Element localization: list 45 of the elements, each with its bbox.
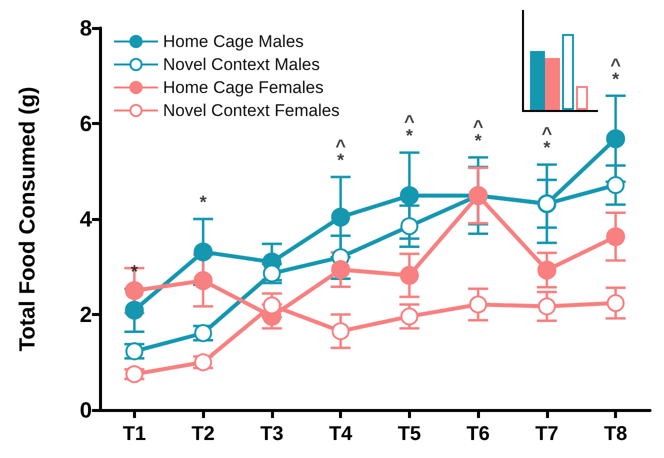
legend-label: Novel Context Females <box>163 101 340 120</box>
point <box>124 300 144 320</box>
y-axis-title: Total Food Consumed (g) <box>14 86 40 352</box>
data-label: ^ * <box>404 112 416 146</box>
data-label: * <box>130 262 138 282</box>
x-tick-label: T8 <box>604 423 628 445</box>
point <box>537 260 556 280</box>
point <box>469 295 488 314</box>
point <box>400 186 419 206</box>
y-tick-label: 2 <box>80 302 92 327</box>
point <box>606 294 625 312</box>
point <box>400 307 418 326</box>
legend-label: Novel Context Males <box>163 55 320 74</box>
data-label: ^ * <box>335 136 346 170</box>
point <box>194 271 213 290</box>
point <box>331 260 350 280</box>
x-tick-label: T7 <box>535 423 559 445</box>
data-label: ^ * <box>542 124 553 158</box>
y-tick-label: 4 <box>80 206 93 232</box>
x-tick-label: T5 <box>398 423 422 445</box>
legend-label: Home Cage Females <box>163 78 324 97</box>
point <box>124 281 144 300</box>
point <box>331 208 350 227</box>
x-tick-label: T6 <box>466 423 490 445</box>
data-label: ^ * <box>472 116 484 150</box>
point <box>606 129 626 148</box>
point <box>332 322 350 340</box>
y-tick-label: 0 <box>80 398 92 422</box>
data-label: * <box>200 192 207 212</box>
point <box>194 242 213 262</box>
x-tick-label: T1 <box>122 423 146 445</box>
point <box>606 227 626 246</box>
data-label: ^ * <box>610 54 622 89</box>
point <box>538 297 556 316</box>
point <box>400 266 419 285</box>
point <box>606 176 625 194</box>
legend-label: Home Cage Males <box>163 32 304 51</box>
x-tick-label: T3 <box>260 423 284 445</box>
y-tick-label: 6 <box>80 111 92 136</box>
y-tick-label: 8 <box>80 16 92 40</box>
point <box>125 365 144 384</box>
x-tick-label: T4 <box>328 423 354 445</box>
point <box>400 217 418 236</box>
point <box>262 296 281 314</box>
x-tick-label: T2 <box>191 423 215 445</box>
